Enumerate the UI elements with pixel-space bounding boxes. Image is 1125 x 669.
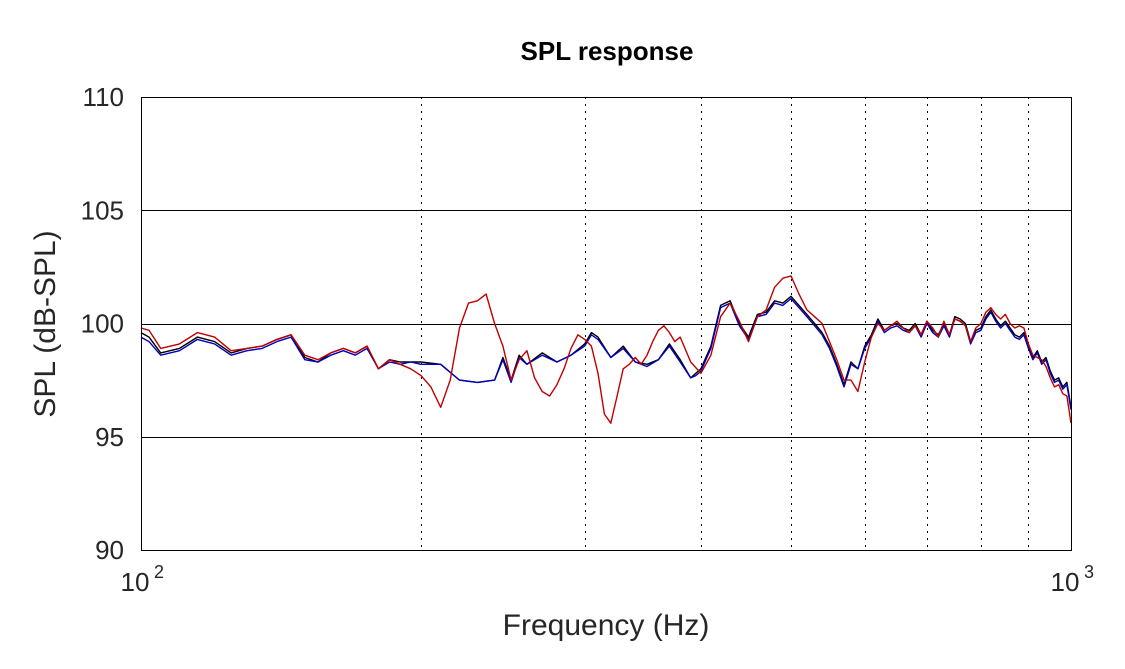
series-line-3	[140, 275, 1072, 424]
y-tick-label: 110	[83, 82, 124, 112]
y-axis-ticks: 90 95 100 105 110	[81, 82, 124, 565]
x-tick-label: 10	[1051, 567, 1080, 597]
series-line-2	[140, 297, 1072, 410]
y-tick-label: 90	[95, 535, 124, 565]
plot-grid	[141, 97, 1071, 550]
x-tick-exponent: 3	[1084, 562, 1094, 582]
x-tick-label: 10	[121, 567, 150, 597]
x-tick-exponent: 2	[154, 562, 164, 582]
y-tick-label: 100	[81, 309, 124, 339]
y-axis-label: SPL (dB-SPL)	[29, 230, 62, 417]
plot-frame	[141, 97, 1072, 551]
plot-series	[140, 275, 1072, 424]
x-axis-ticks: 10 2 10 3	[121, 562, 1094, 597]
x-axis-label: Frequency (Hz)	[503, 609, 710, 642]
y-tick-label: 105	[81, 195, 124, 225]
chart-title: SPL response	[521, 36, 694, 66]
y-tick-label: 95	[95, 422, 124, 452]
